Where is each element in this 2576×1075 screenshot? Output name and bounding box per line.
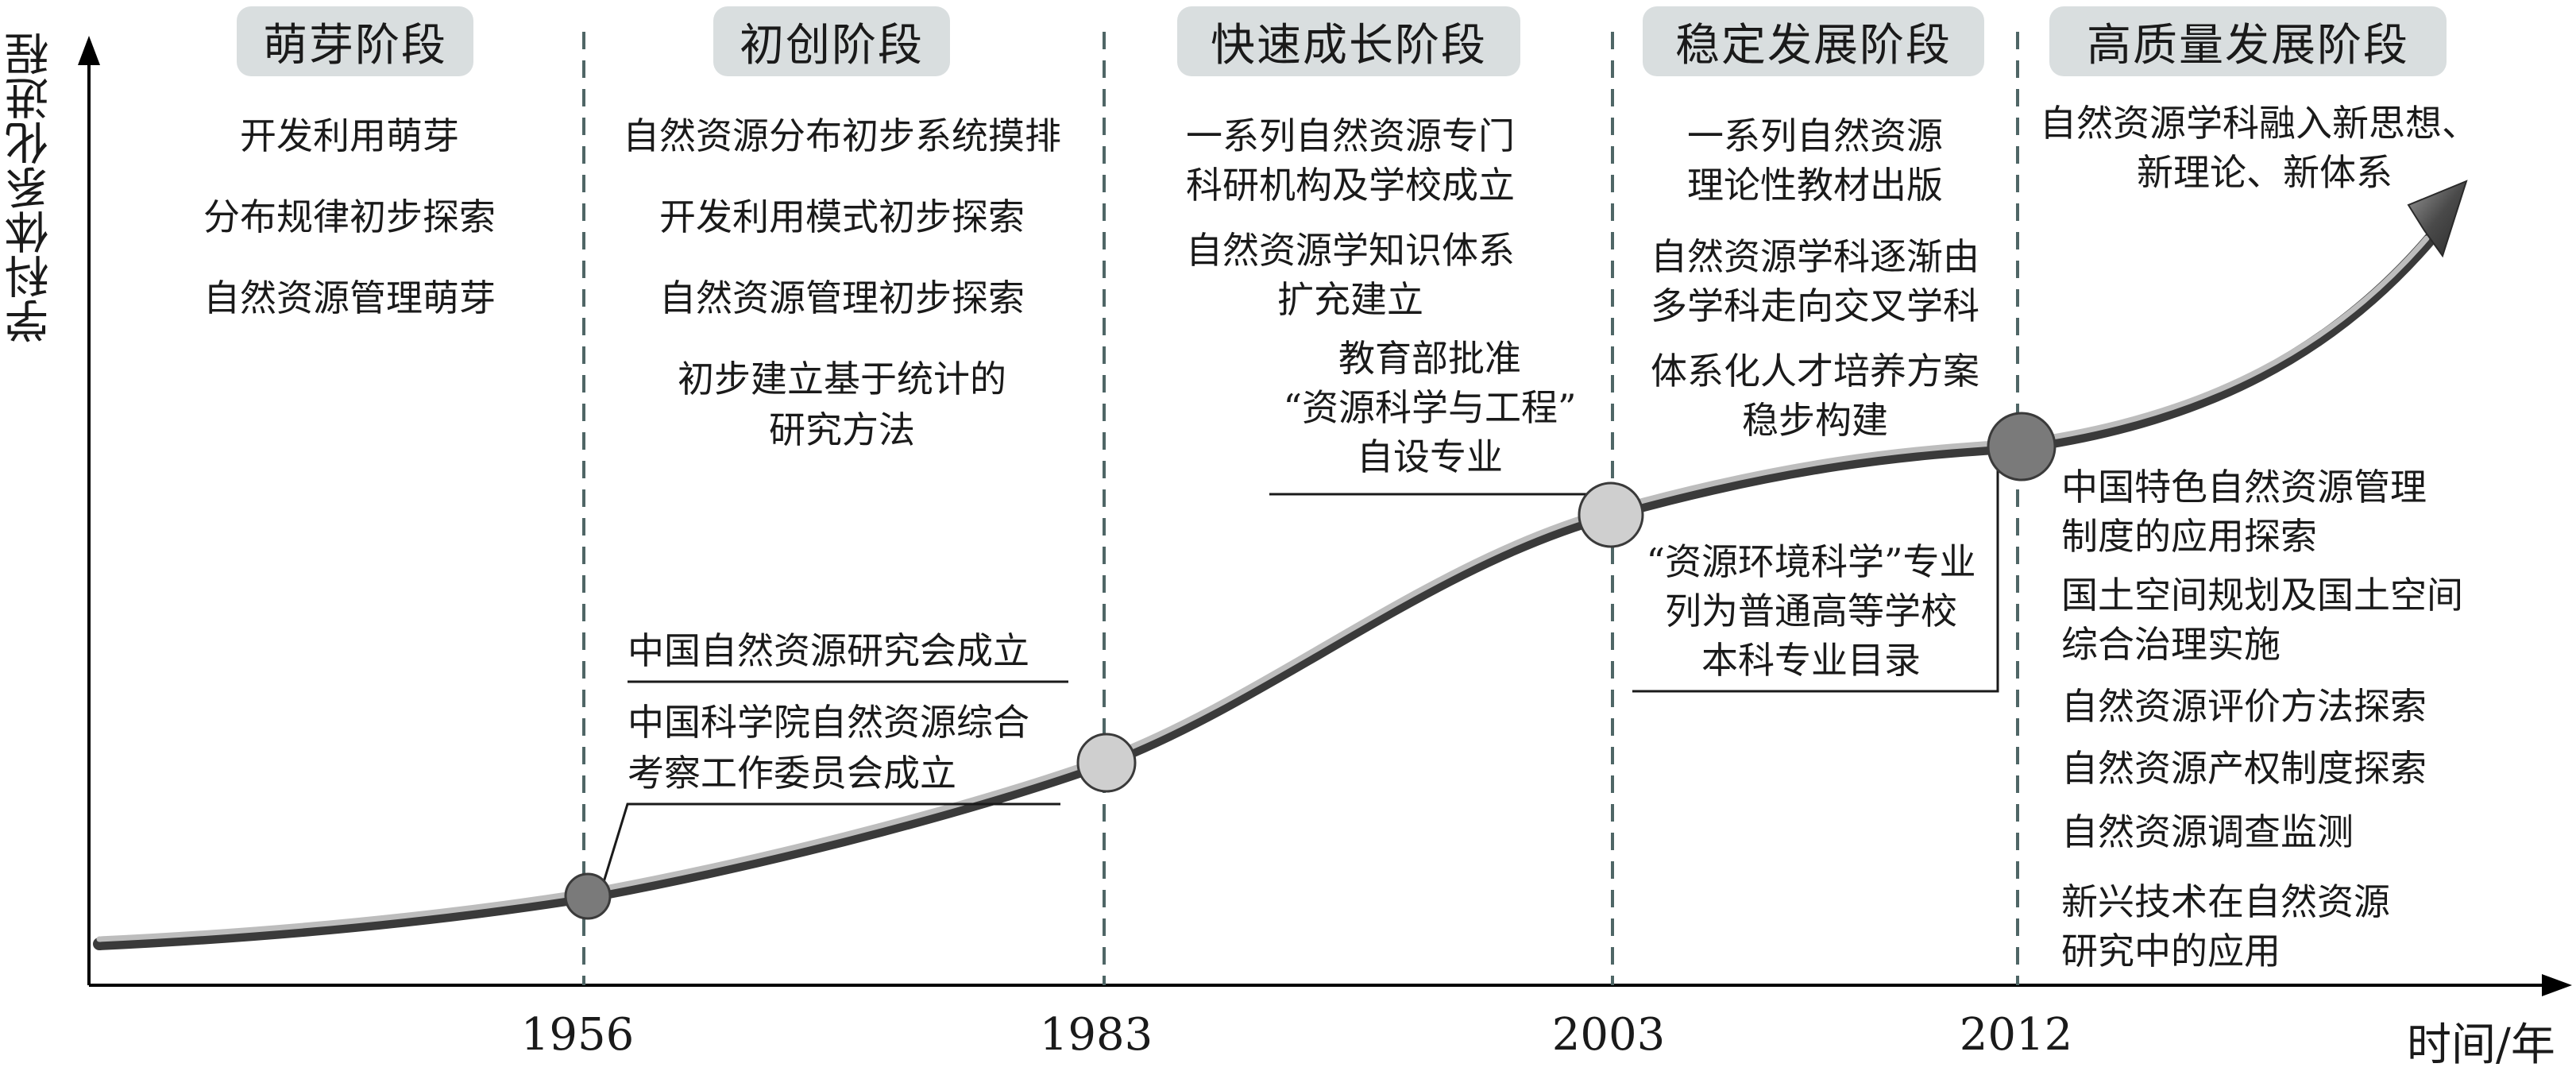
year-2012: 2012 bbox=[1959, 1009, 2073, 1061]
stage1-item: 分布规律初步探索 bbox=[203, 195, 496, 238]
year-2003: 2003 bbox=[1551, 1009, 1666, 1061]
stage4-item: 体系化人才培养方案 bbox=[1651, 350, 1979, 392]
node-2003 bbox=[1578, 481, 1644, 548]
stage5-item: 制度的应用探索 bbox=[2061, 515, 2317, 558]
growth-curve bbox=[93, 180, 2468, 950]
stage5-item: 研究中的应用 bbox=[2061, 930, 2281, 973]
year-1983: 1983 bbox=[1039, 1009, 1153, 1061]
stage4-milestone: 本科专业目录 bbox=[1701, 639, 1921, 682]
x-axis-label: 时间/年 bbox=[2407, 1019, 2555, 1071]
stage3-item: 自然资源学知识体系 bbox=[1186, 229, 1515, 272]
stage5-top: 新理论、新体系 bbox=[2137, 151, 2393, 194]
stage4-item: 多学科走向交叉学科 bbox=[1651, 284, 1979, 327]
stage4-item: 自然资源学科逐渐由 bbox=[1651, 235, 1979, 278]
stage2-item: 开发利用模式初步探索 bbox=[659, 195, 1025, 238]
stage2-milestone-b: 中国科学院自然资源综合 bbox=[628, 701, 1029, 744]
node-2012 bbox=[1987, 412, 2057, 481]
stage-header-high-quality: 高质量发展阶段 bbox=[2049, 6, 2447, 76]
stage4-milestone: 列为普通高等学校 bbox=[1665, 590, 1957, 632]
stage-header-stable: 稳定发展阶段 bbox=[1643, 6, 1984, 76]
callout-2012 bbox=[1632, 465, 1999, 693]
stage3-item: 扩充建立 bbox=[1277, 278, 1423, 321]
stage5-item: 中国特色自然资源管理 bbox=[2061, 466, 2427, 508]
year-1956: 1956 bbox=[520, 1009, 635, 1061]
stage3-milestone: 自设专业 bbox=[1357, 435, 1503, 478]
milestone-nodes bbox=[564, 412, 2057, 920]
stage3-milestone: 教育部批准 bbox=[1338, 337, 1521, 380]
callout-2003-left bbox=[1269, 493, 1609, 506]
curve-highlight bbox=[96, 235, 2430, 942]
y-axis-arrow bbox=[78, 36, 100, 65]
stage4-item: 一系列自然资源 bbox=[1687, 114, 1943, 157]
stage5-item: 自然资源产权制度探索 bbox=[2061, 747, 2427, 790]
stage1-item: 开发利用萌芽 bbox=[240, 114, 459, 157]
stage-header-rapid-growth: 快速成长阶段 bbox=[1177, 6, 1520, 76]
stage3-item: 科研机构及学校成立 bbox=[1186, 164, 1515, 207]
callout-1956 bbox=[602, 802, 1060, 883]
stage2-milestone-a: 中国自然资源研究会成立 bbox=[628, 629, 1029, 672]
stage4-item: 理论性教材出版 bbox=[1687, 164, 1943, 207]
stage5-item: 新兴技术在自然资源 bbox=[2061, 880, 2390, 923]
y-axis-label: 学科体系化进程 bbox=[5, 32, 56, 343]
stage4-milestone: “资源环境科学”专业 bbox=[1646, 540, 1976, 583]
stage5-item: 综合治理实施 bbox=[2061, 623, 2281, 666]
stage5-item: 自然资源评价方法探索 bbox=[2061, 685, 2427, 728]
stage4-item: 稳步构建 bbox=[1742, 399, 1888, 442]
stage3-milestone: “资源科学与工程” bbox=[1283, 386, 1577, 429]
curve-body bbox=[93, 232, 2437, 950]
stage-dividers bbox=[582, 32, 2019, 985]
node-1983 bbox=[1076, 733, 1137, 793]
x-axis-arrow bbox=[2542, 974, 2572, 996]
stage2-milestone-b: 考察工作委员会成立 bbox=[628, 752, 956, 795]
curve-arrowhead bbox=[2407, 180, 2468, 258]
stage5-item: 国土空间规划及国土空间 bbox=[2061, 574, 2463, 617]
stage2-item: 自然资源管理初步探索 bbox=[659, 276, 1025, 319]
stage-header-sprouting: 萌芽阶段 bbox=[237, 6, 473, 76]
axes bbox=[78, 36, 2572, 996]
stage2-item: 自然资源分布初步系统摸排 bbox=[623, 114, 1061, 157]
stage5-top: 自然资源学科融入新思想、 bbox=[2040, 102, 2478, 145]
stage5-item: 自然资源调查监测 bbox=[2061, 810, 2354, 853]
stage-header-founding: 初创阶段 bbox=[713, 6, 950, 76]
stage3-item: 一系列自然资源专门 bbox=[1186, 114, 1515, 157]
stage2-item: 研究方法 bbox=[769, 408, 915, 451]
node-1956 bbox=[564, 872, 612, 920]
stage2-item: 初步建立基于统计的 bbox=[678, 358, 1006, 400]
stage1-item: 自然资源管理萌芽 bbox=[203, 276, 496, 319]
